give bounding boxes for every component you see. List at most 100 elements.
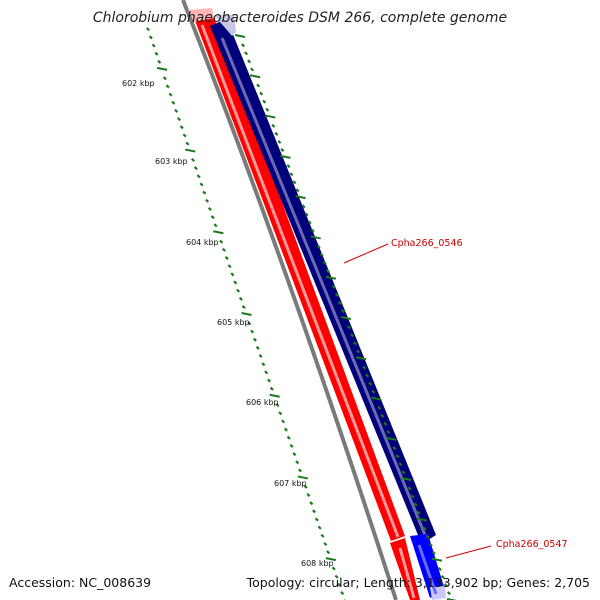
minor-tick [174, 108, 179, 113]
minor-tick [377, 405, 382, 410]
minor-tick [230, 272, 235, 277]
major-tick [386, 436, 397, 441]
minor-tick [431, 550, 436, 555]
minor-tick [443, 583, 448, 588]
minor-tick [292, 180, 297, 185]
minor-tick [331, 284, 336, 289]
minor-tick [362, 365, 367, 370]
genome-title: Chlorobium phaeobacteroides DSM 266, com… [92, 10, 508, 26]
minor-tick [265, 107, 270, 112]
gene-callout-line-0546 [343, 243, 389, 264]
minor-tick [256, 83, 261, 88]
major-tick [269, 393, 280, 398]
minor-tick [334, 574, 339, 579]
tick-label-603: 603 kbp [155, 157, 188, 166]
tick-marks-outer [234, 34, 458, 600]
minor-tick [337, 582, 342, 587]
minor-tick [250, 329, 255, 334]
major-tick [265, 114, 276, 119]
major-tick [241, 312, 252, 316]
minor-tick [286, 435, 291, 440]
minor-tick [303, 484, 308, 489]
gene-label-0547[interactable]: Cpha266_0547 [496, 539, 568, 550]
minor-tick [310, 228, 315, 233]
minor-tick [326, 550, 331, 555]
minor-tick [301, 204, 306, 209]
minor-tick [224, 256, 229, 260]
minor-tick [428, 542, 433, 547]
minor-tick [233, 280, 238, 285]
minor-tick [383, 421, 388, 426]
minor-tick [331, 566, 336, 571]
minor-tick [199, 182, 204, 187]
minor-tick [267, 378, 271, 383]
minor-tick [241, 305, 246, 310]
minor-tick [244, 51, 249, 56]
minor-tick [280, 148, 285, 152]
minor-tick [148, 35, 153, 40]
minor-tick [353, 341, 358, 346]
minor-tick [386, 430, 391, 434]
minor-tick [365, 373, 370, 378]
minor-tick [157, 59, 162, 64]
cds-highlight[interactable] [410, 534, 446, 600]
minor-tick [292, 452, 297, 457]
minor-tick [306, 492, 311, 497]
minor-tick [238, 296, 243, 301]
minor-tick [295, 188, 300, 193]
minor-tick [314, 517, 319, 522]
cds-reverse[interactable] [210, 15, 436, 540]
tick-label-605: 605 kbp [217, 318, 250, 327]
minor-tick [347, 325, 352, 330]
tick-label-606: 606 kbp [246, 398, 279, 407]
major-tick [249, 74, 261, 79]
major-tick [185, 148, 196, 153]
major-tick [401, 477, 412, 482]
minor-tick [277, 139, 282, 144]
minor-tick [340, 309, 345, 314]
minor-tick [207, 206, 212, 211]
major-tick [213, 230, 224, 235]
minor-tick [193, 166, 198, 171]
tick-label-607: 607 kbp [274, 479, 307, 488]
minor-tick [316, 244, 321, 249]
minor-tick [247, 59, 252, 64]
minor-tick [227, 264, 232, 269]
minor-tick [304, 212, 309, 217]
minor-tick [162, 76, 167, 81]
minor-tick [241, 43, 246, 48]
minor-tick [440, 575, 445, 580]
minor-tick [262, 99, 267, 104]
minor-tick [165, 84, 170, 89]
minor-tick [236, 288, 241, 293]
minor-tick [317, 525, 322, 530]
major-tick [371, 396, 382, 401]
minor-tick [264, 370, 269, 375]
genome-summary-text: Topology: circular; Length: 3,133,902 bp… [246, 575, 590, 590]
major-tick [325, 275, 337, 280]
cds-forward[interactable] [194, 18, 420, 600]
minor-tick [154, 51, 159, 56]
minor-tick [309, 501, 314, 506]
minor-tick [168, 92, 173, 97]
minor-tick [289, 172, 294, 177]
minor-tick [395, 454, 400, 459]
tick-marks-inner [146, 27, 346, 600]
minor-tick [295, 460, 300, 465]
minor-tick [368, 381, 373, 386]
minor-tick [255, 345, 260, 350]
minor-tick [340, 591, 345, 596]
minor-tick [437, 566, 442, 571]
minor-tick [425, 534, 430, 539]
minor-tick [398, 462, 403, 467]
minor-tick [247, 321, 252, 326]
gene-callout-line-0547 [445, 545, 492, 559]
major-tick [310, 235, 321, 240]
minor-tick [205, 198, 210, 203]
minor-tick [146, 27, 150, 32]
minor-tick [422, 526, 427, 531]
gene-label-0546[interactable]: Cpha266_0546 [391, 238, 463, 249]
minor-tick [274, 131, 279, 136]
major-tick [295, 195, 306, 200]
